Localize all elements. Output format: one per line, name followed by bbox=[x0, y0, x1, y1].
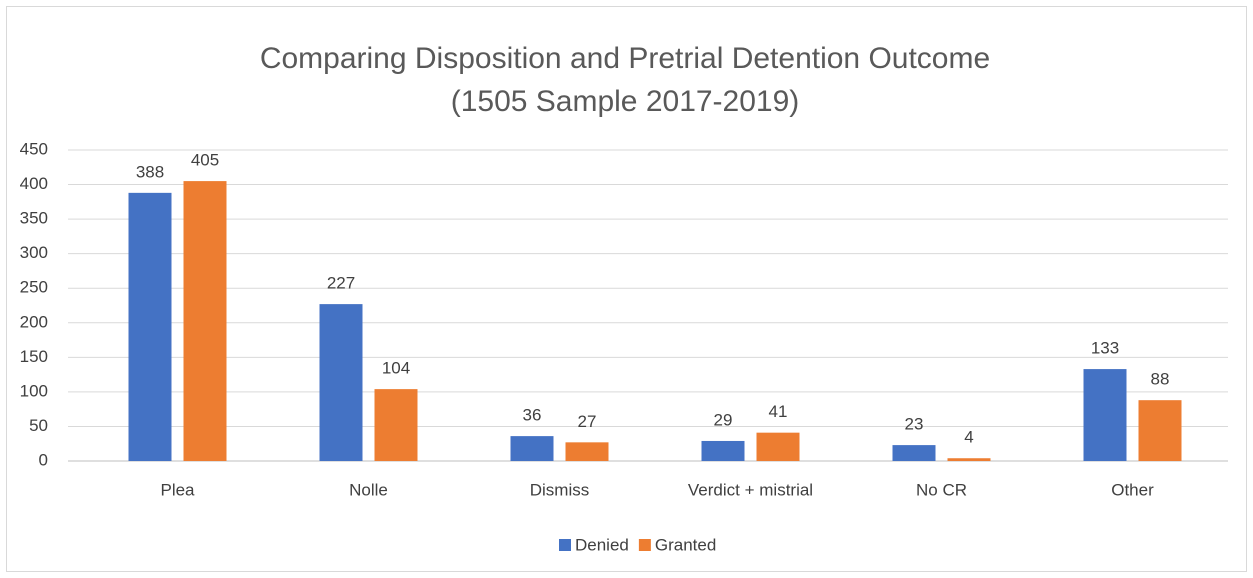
y-tick-label: 300 bbox=[20, 243, 48, 262]
bar bbox=[128, 192, 172, 462]
data-label: 36 bbox=[523, 406, 542, 425]
y-tick-label: 450 bbox=[20, 139, 48, 158]
bar bbox=[510, 436, 554, 461]
x-tick-label: Dismiss bbox=[530, 480, 590, 499]
y-tick-label: 100 bbox=[20, 381, 48, 400]
data-label: 23 bbox=[905, 415, 924, 434]
bar bbox=[756, 432, 800, 461]
data-label: 405 bbox=[191, 151, 219, 170]
data-label: 29 bbox=[714, 410, 733, 429]
data-label: 4 bbox=[964, 428, 973, 447]
bar bbox=[1138, 400, 1182, 461]
bar bbox=[701, 440, 745, 461]
x-tick-label: No CR bbox=[916, 480, 967, 499]
y-tick-label: 250 bbox=[20, 278, 48, 297]
bar bbox=[374, 389, 418, 461]
bar bbox=[319, 304, 363, 461]
legend-swatch bbox=[559, 539, 571, 551]
x-tick-label: Nolle bbox=[349, 480, 388, 499]
y-tick-label: 0 bbox=[39, 450, 48, 469]
x-tick-label: Other bbox=[1111, 480, 1154, 499]
y-tick-label: 200 bbox=[20, 312, 48, 331]
x-tick-label: Plea bbox=[160, 480, 195, 499]
data-label: 388 bbox=[136, 162, 164, 181]
x-tick-label: Verdict + mistrial bbox=[688, 480, 813, 499]
y-tick-label: 150 bbox=[20, 347, 48, 366]
legend-label: Granted bbox=[655, 535, 716, 554]
data-label: 133 bbox=[1091, 339, 1119, 358]
chart-title: (1505 Sample 2017-2019) bbox=[451, 85, 800, 118]
data-label: 88 bbox=[1151, 370, 1170, 389]
y-tick-label: 50 bbox=[29, 416, 48, 435]
y-tick-label: 350 bbox=[20, 209, 48, 228]
bar bbox=[1083, 369, 1127, 461]
bar bbox=[892, 445, 936, 461]
legend-label: Denied bbox=[575, 535, 629, 554]
bar bbox=[565, 442, 609, 461]
data-label: 227 bbox=[327, 274, 355, 293]
data-label: 41 bbox=[769, 402, 788, 421]
data-label: 27 bbox=[578, 412, 597, 431]
legend-swatch bbox=[638, 539, 651, 551]
y-tick-label: 400 bbox=[20, 174, 48, 193]
bar bbox=[183, 181, 227, 461]
data-label: 104 bbox=[382, 359, 410, 378]
bar bbox=[947, 458, 991, 461]
chart-title: Comparing Disposition and Pretrial Deten… bbox=[260, 42, 990, 75]
